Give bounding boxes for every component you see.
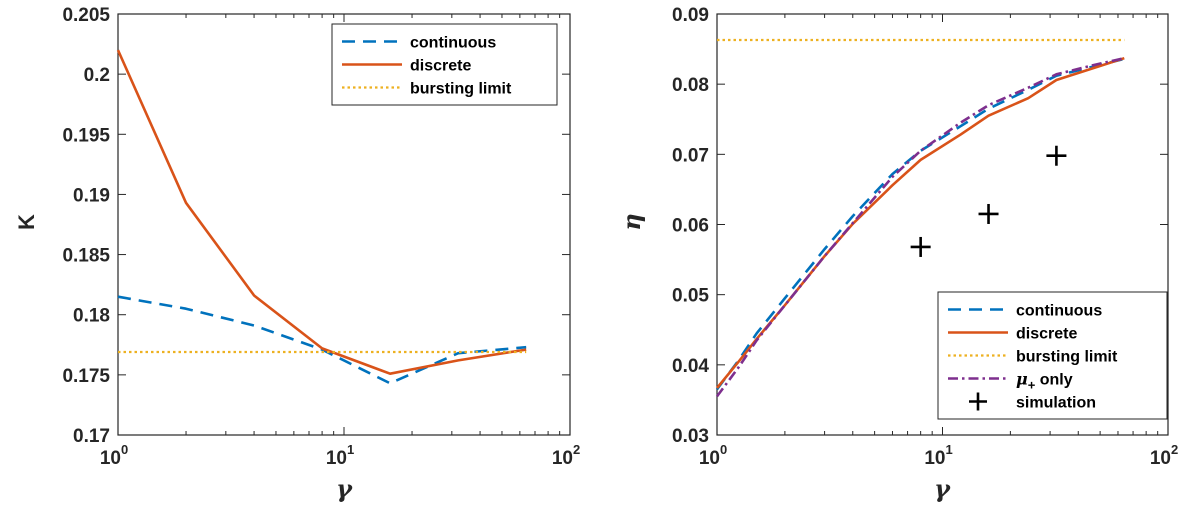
legend-entry-label: simulation [1016,395,1096,412]
y-tick-label: 0.08 [672,75,709,96]
legend-entry-label: continuous [1016,303,1102,320]
y-tick-label: 0.07 [672,145,709,166]
y-tick-label: 0.17 [73,426,110,447]
x-tick-label: 101 [924,442,952,469]
y-axis-label: K [14,214,39,230]
legend: continuous discrete bursting limit [332,24,557,105]
y-tick-label: 0.205 [62,5,110,26]
simulation-point [1046,146,1066,166]
y-tick-label: 0.05 [672,286,709,307]
x-tick-label: 101 [326,442,354,469]
left-chart-panel: 100 101 1020.170.1750.180.1850.190.1950.20… [14,5,580,503]
series-line-continuous [118,297,526,384]
y-tick-label: 0.03 [672,426,709,447]
y-tick-label: 0.185 [62,246,110,267]
y-tick-label: 0.19 [73,185,110,206]
legend-entry-label: discrete [410,58,471,75]
simulation-point [979,204,999,224]
y-tick-label: 0.195 [62,125,110,146]
y-tick-label: 0.06 [672,216,709,237]
y-tick-label: 0.04 [672,356,709,377]
x-axis-label: γ [336,474,353,503]
y-tick-label: 0.09 [672,5,709,26]
x-tick-label: 102 [1150,442,1178,469]
y-tick-label: 0.2 [84,65,110,86]
x-tick-label: 102 [552,442,580,469]
simulation-point [911,237,931,257]
legend-entry-label: discrete [1016,326,1077,343]
y-axis-label: η [617,213,646,230]
legend-entry-label: bursting limit [410,81,512,98]
y-tick-label: 0.175 [62,366,110,387]
y-tick-label: 0.18 [73,306,110,327]
legend-entry-label: continuous [410,35,496,52]
x-axis-label: γ [934,474,951,503]
legend-entry-label: bursting limit [1016,349,1118,366]
right-chart-panel: 100 101 1020.030.040.050.060.070.080.09γηc… [617,5,1178,503]
